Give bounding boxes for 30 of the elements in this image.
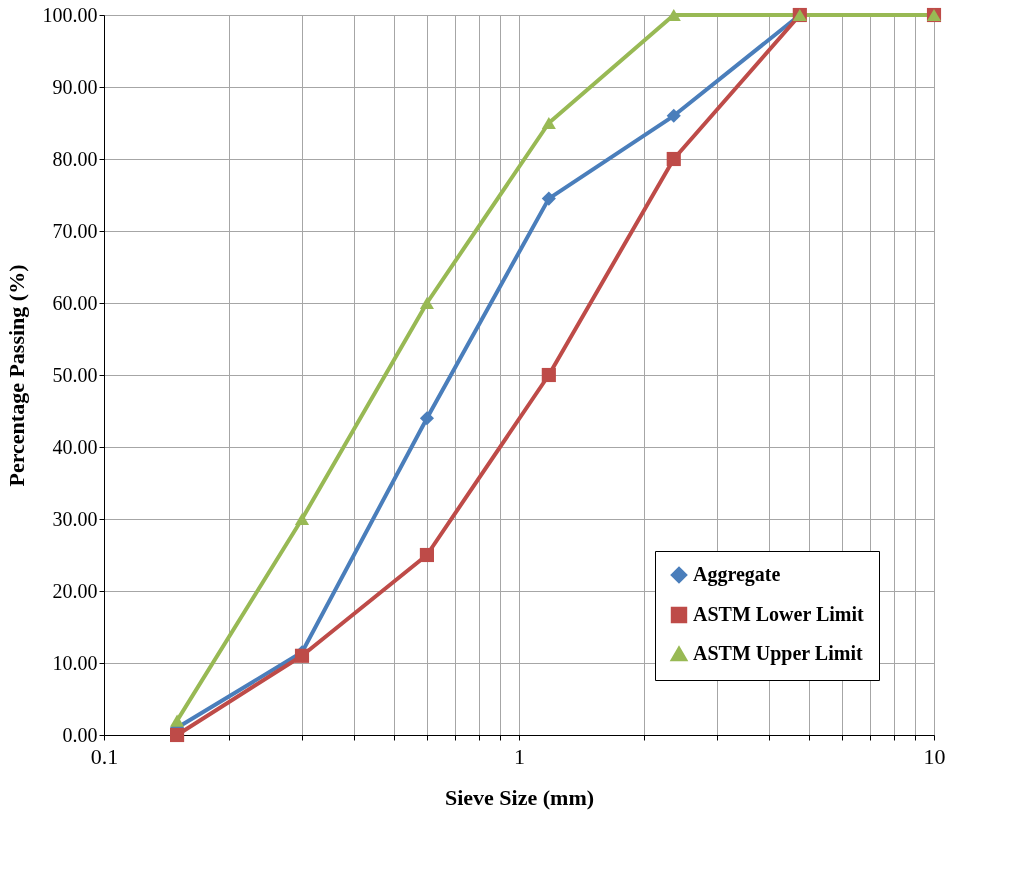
point (541, 116, 556, 130)
point (541, 367, 556, 383)
y-tick-label: 70.00 (52, 219, 98, 242)
y-tick-label: 0.00 (62, 723, 98, 746)
x-axis-title: Sieve Size (mm) (444, 784, 595, 810)
point (541, 191, 556, 206)
y-axis-title: Percentage Passing (%) (3, 264, 29, 487)
point (170, 727, 185, 743)
y-tick-label: 30.00 (52, 507, 98, 530)
y-tick-label: 20.00 (52, 579, 98, 602)
y-tick-label: 10.00 (52, 651, 98, 674)
legend-label: ASTM Lower Limit (693, 603, 865, 625)
x-tick-label: 0.1 (90, 743, 119, 769)
legend-label: ASTM Upper Limit (693, 642, 863, 665)
point (294, 512, 310, 526)
point (419, 547, 434, 563)
y-tick-label: 90.00 (52, 75, 98, 98)
y-tick-label: 50.00 (52, 363, 98, 386)
legend-label: Aggregate (693, 563, 781, 586)
point (170, 714, 185, 727)
y-tick-label: 100.00 (42, 3, 98, 26)
point (419, 296, 434, 310)
x-tick-label: 1 (514, 743, 525, 769)
point (666, 151, 681, 167)
point (666, 108, 681, 123)
point (419, 411, 434, 426)
y-tick-label: 80.00 (52, 147, 98, 170)
y-tick-label: 60.00 (52, 291, 98, 314)
y-tick-label: 40.00 (52, 435, 98, 458)
x-tick-label: 10 (923, 743, 946, 769)
